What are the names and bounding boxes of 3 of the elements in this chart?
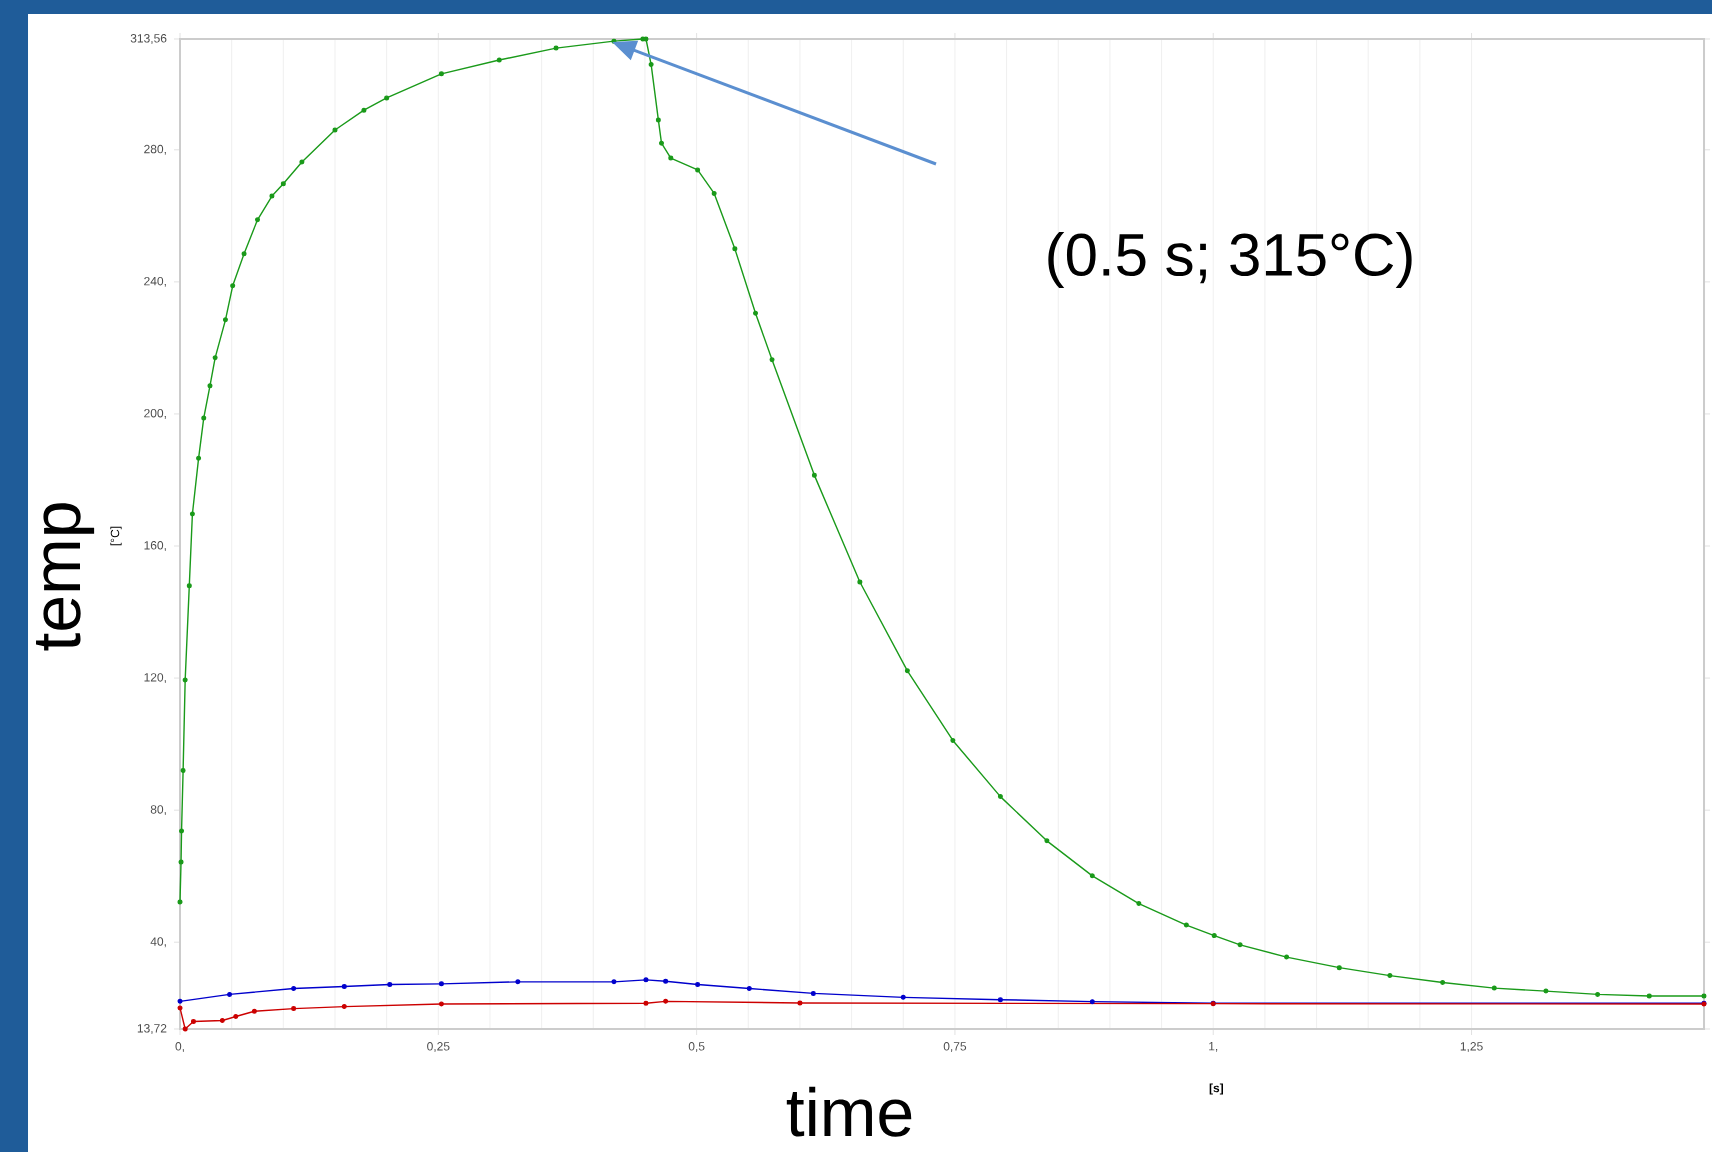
x-axis-title: time xyxy=(786,1086,912,1137)
annotation: (0.5 s; 315°C) xyxy=(1048,232,1412,288)
y-axis-title: temp xyxy=(36,503,95,651)
